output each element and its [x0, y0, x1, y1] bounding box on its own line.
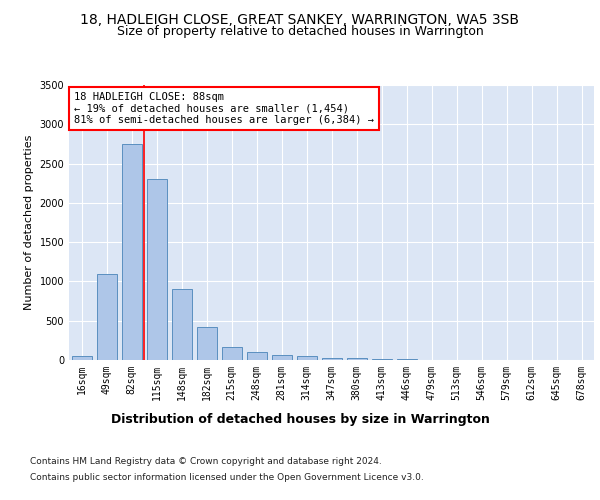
Bar [97, 274, 116, 360]
Bar [146, 180, 167, 360]
Text: Size of property relative to detached houses in Warrington: Size of property relative to detached ho… [116, 25, 484, 38]
Text: Contains public sector information licensed under the Open Government Licence v3: Contains public sector information licen… [30, 472, 424, 482]
Text: 18, HADLEIGH CLOSE, GREAT SANKEY, WARRINGTON, WA5 3SB: 18, HADLEIGH CLOSE, GREAT SANKEY, WARRIN… [80, 12, 520, 26]
Bar [221, 348, 241, 360]
Text: 18 HADLEIGH CLOSE: 88sqm
← 19% of detached houses are smaller (1,454)
81% of sem: 18 HADLEIGH CLOSE: 88sqm ← 19% of detach… [74, 92, 374, 125]
Text: Contains HM Land Registry data © Crown copyright and database right 2024.: Contains HM Land Registry data © Crown c… [30, 458, 382, 466]
Bar [121, 144, 142, 360]
Bar [347, 358, 367, 360]
Text: Distribution of detached houses by size in Warrington: Distribution of detached houses by size … [110, 412, 490, 426]
Bar [371, 359, 392, 360]
Bar [247, 352, 266, 360]
Bar [271, 354, 292, 360]
Bar [296, 356, 317, 360]
Bar [172, 290, 191, 360]
Bar [71, 356, 91, 360]
Bar [197, 327, 217, 360]
Bar [322, 358, 341, 360]
Y-axis label: Number of detached properties: Number of detached properties [24, 135, 34, 310]
